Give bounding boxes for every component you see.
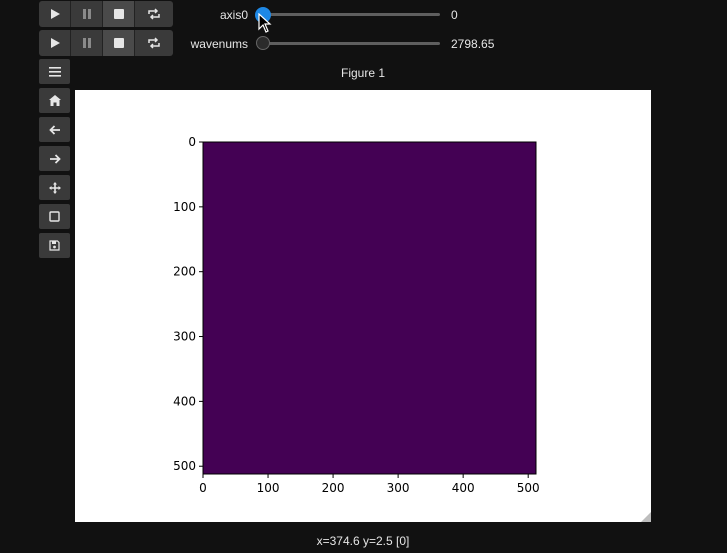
x-tick-label: 0 [199,481,207,495]
pan-icon [48,181,61,194]
axis0-slider-track[interactable] [262,13,440,16]
cursor-status-readout: x=374.6 y=2.5 [0] [316,534,410,548]
resize-grip-icon[interactable] [641,512,651,522]
axes-frame [202,141,537,475]
pause-icon [82,9,91,19]
x-tick-label: 200 [322,481,345,495]
home-button[interactable] [39,88,70,113]
player-controls-wavenums [39,30,173,56]
y-tick-label: 400 [173,394,196,408]
x-tick-label: 300 [387,481,410,495]
figure-title: Figure 1 [340,66,386,80]
back-arrow-icon [48,124,60,135]
y-tick-label: 300 [173,330,196,344]
wavenums-slider-value: 2798.65 [451,37,495,51]
mouse-cursor-icon [258,13,272,33]
figure-canvas[interactable]: 0 100 200 300 400 500 0 100 200 300 400 500 [75,90,651,522]
repeat-icon [148,8,160,20]
y-tick-label: 200 [173,265,196,279]
axis0-slider-label: axis0 [219,8,248,22]
heatmap-image [203,142,536,474]
stop-icon [113,38,124,48]
x-tick-label: 400 [452,481,475,495]
stop-button[interactable] [103,1,135,27]
stop-icon [113,9,124,19]
pause-button[interactable] [71,30,103,56]
pause-icon [82,38,91,48]
x-tick-label: 500 [517,481,540,495]
repeat-icon [148,37,160,49]
menu-button[interactable] [39,59,70,84]
zoom-rect-icon [49,211,60,222]
save-button[interactable] [39,233,70,258]
play-button[interactable] [39,1,71,27]
wavenums-slider-track[interactable] [262,42,440,45]
repeat-button[interactable] [135,1,173,27]
forward-arrow-icon [49,153,61,164]
repeat-button[interactable] [135,30,173,56]
y-tick-label: 100 [173,200,196,214]
home-icon [48,95,61,106]
figure-toolbar [39,59,70,262]
save-icon [49,240,60,251]
back-button[interactable] [39,117,70,142]
zoom-rect-button[interactable] [39,204,70,229]
forward-button[interactable] [39,146,70,171]
play-icon [50,9,60,19]
axis0-slider-value: 0 [451,8,458,22]
y-tick-label: 500 [173,459,196,473]
wavenums-slider-thumb[interactable] [256,36,270,50]
play-icon [50,38,60,48]
stop-button[interactable] [103,30,135,56]
pause-button[interactable] [71,1,103,27]
pan-button[interactable] [39,175,70,200]
x-tick-label: 100 [257,481,280,495]
menu-icon [48,66,61,77]
wavenums-slider-label: wavenums [190,37,248,51]
player-controls-axis0 [39,1,173,27]
y-tick-label: 0 [188,135,196,149]
play-button[interactable] [39,30,71,56]
